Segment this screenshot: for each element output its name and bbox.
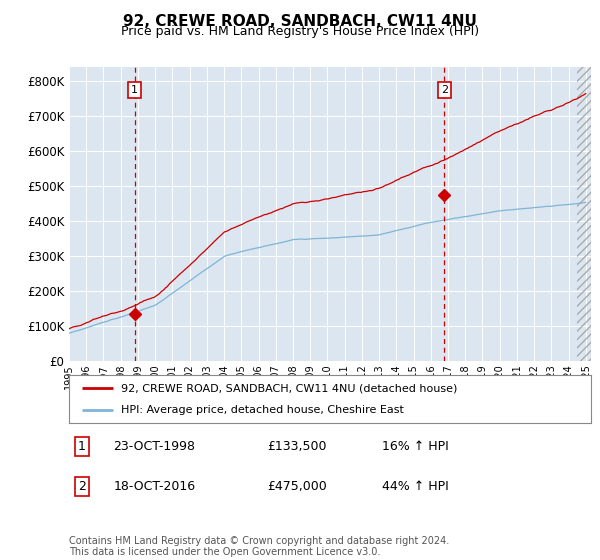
Text: 1: 1 <box>78 440 86 453</box>
Text: 2: 2 <box>78 480 86 493</box>
Text: 18-OCT-2016: 18-OCT-2016 <box>113 480 196 493</box>
Text: 92, CREWE ROAD, SANDBACH, CW11 4NU: 92, CREWE ROAD, SANDBACH, CW11 4NU <box>123 14 477 29</box>
Text: 2: 2 <box>441 85 448 95</box>
Text: £133,500: £133,500 <box>268 440 327 453</box>
Text: 44% ↑ HPI: 44% ↑ HPI <box>382 480 449 493</box>
Text: 23-OCT-1998: 23-OCT-1998 <box>113 440 196 453</box>
Text: Price paid vs. HM Land Registry's House Price Index (HPI): Price paid vs. HM Land Registry's House … <box>121 25 479 38</box>
Text: Contains HM Land Registry data © Crown copyright and database right 2024.
This d: Contains HM Land Registry data © Crown c… <box>69 535 449 557</box>
Text: £475,000: £475,000 <box>268 480 327 493</box>
Text: HPI: Average price, detached house, Cheshire East: HPI: Average price, detached house, Ches… <box>121 405 404 415</box>
Text: 16% ↑ HPI: 16% ↑ HPI <box>382 440 449 453</box>
Text: 92, CREWE ROAD, SANDBACH, CW11 4NU (detached house): 92, CREWE ROAD, SANDBACH, CW11 4NU (deta… <box>121 383 458 393</box>
Text: 1: 1 <box>131 85 138 95</box>
